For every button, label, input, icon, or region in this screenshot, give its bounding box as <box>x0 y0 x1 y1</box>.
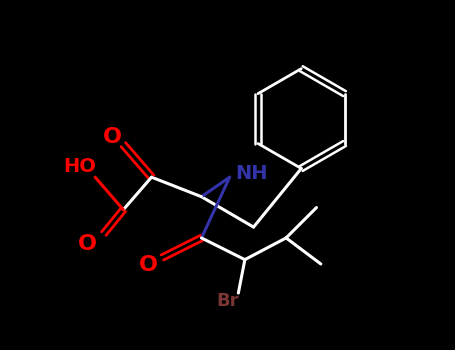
Text: O: O <box>139 255 158 275</box>
Text: NH: NH <box>235 164 268 183</box>
Text: HO: HO <box>64 157 96 176</box>
Text: O: O <box>103 127 122 147</box>
Text: O: O <box>78 234 97 254</box>
Text: Br: Br <box>216 292 239 310</box>
